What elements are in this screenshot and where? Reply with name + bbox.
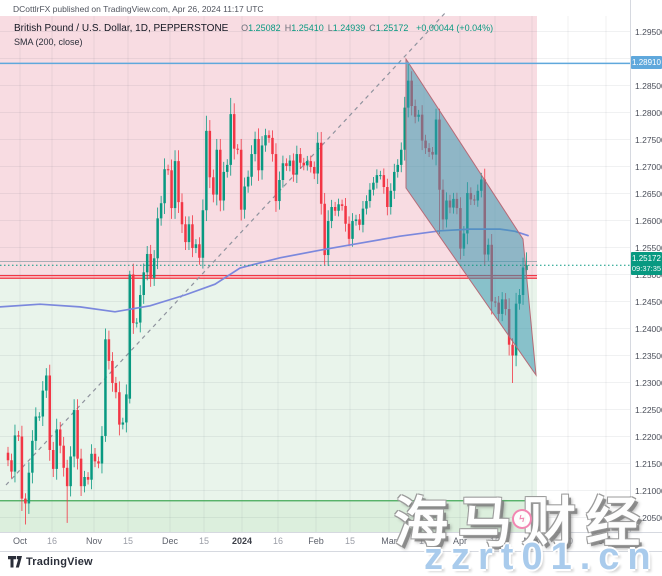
time-tick: 16 [46,536,58,546]
price-tick: 1.25500 [635,242,662,253]
time-tick: 15 [122,536,134,546]
price-tick: 1.23000 [635,377,662,388]
tradingview-logo[interactable]: TradingView [8,556,93,568]
symbol-title: British Pound / U.S. Dollar, 1D, PEPPERS… [14,23,229,34]
price-tick: 1.22000 [635,431,662,442]
price-tick: 1.24500 [635,296,662,307]
ohlc-key: O [241,23,249,33]
level-price-label: 1.28910 [631,56,662,70]
price-tick: 1.23500 [635,350,662,361]
time-tick: 20 [562,536,574,546]
time-tick: 15 [198,536,210,546]
time-tick: May [523,536,541,546]
ohlc-value: 1.24939 [332,23,366,33]
time-tick: Apr [452,536,468,546]
legend-symbol-row: British Pound / U.S. Dollar, 1D, PEPPERS… [14,23,493,34]
change-value: +0.00044 (+0.04%) [416,23,494,33]
time-tick: Feb [308,536,324,546]
price-tick: 1.26000 [635,215,662,226]
indicator-legend: SMA (200, close) [14,37,83,47]
current-price-label: 1.25172 09:37:35 [631,252,662,276]
ohlc-key: C [369,23,376,33]
time-tick: Jun [598,536,614,546]
current-price-value: 1.25172 [632,254,661,264]
ohlc-key: H [284,23,292,33]
time-tick: Oct [12,536,28,546]
price-tick: 1.21500 [635,458,662,469]
time-tick: Dec [161,536,179,546]
bar-countdown: 09:37:35 [631,263,662,273]
ohlc-value: 1.25082 [248,23,281,33]
price-tick: 1.27500 [635,134,662,145]
price-tick: 1.24000 [635,323,662,334]
ohlc-value: 1.25172 [375,23,409,33]
price-tick: 1.26500 [635,188,662,199]
time-tick: 2024 [231,536,253,546]
price-tick: 1.27000 [635,161,662,172]
time-tick: 15 [344,536,356,546]
price-tick: 1.28000 [635,107,662,118]
ohlc-key: L [327,23,333,33]
time-axis[interactable]: Oct 16 Nov 15 Dec 15 2024 16 Feb 15 Mar 18 Apr 15 May 2… [0,532,662,552]
chart-legend: British Pound / U.S. Dollar, 1D, PEPPERS… [14,23,493,47]
ohlc-values: O1.25082 H1.25410 L1.24939 C1.25172 [237,23,408,34]
time-tick: 18 [418,536,430,546]
price-tick: 1.22500 [635,404,662,415]
price-tick: 1.21000 [635,485,662,496]
tradingview-logo-text: TradingView [26,556,93,568]
price-tick: 1.20500 [635,512,662,523]
time-tick: Nov [85,536,103,546]
price-tick: 1.29500 [635,26,662,37]
watermark-domain-text: zzrt01.cn [424,536,659,576]
time-tick: Mar [381,536,397,546]
time-tick: 16 [272,536,284,546]
ohlc-value: 1.25410 [291,23,324,33]
price-tick: 1.28500 [635,80,662,91]
publish-attribution: DCottlrFX published on TradingView.com, … [13,4,264,14]
tradingview-logo-icon [8,556,22,568]
time-tick: 15 [489,536,501,546]
